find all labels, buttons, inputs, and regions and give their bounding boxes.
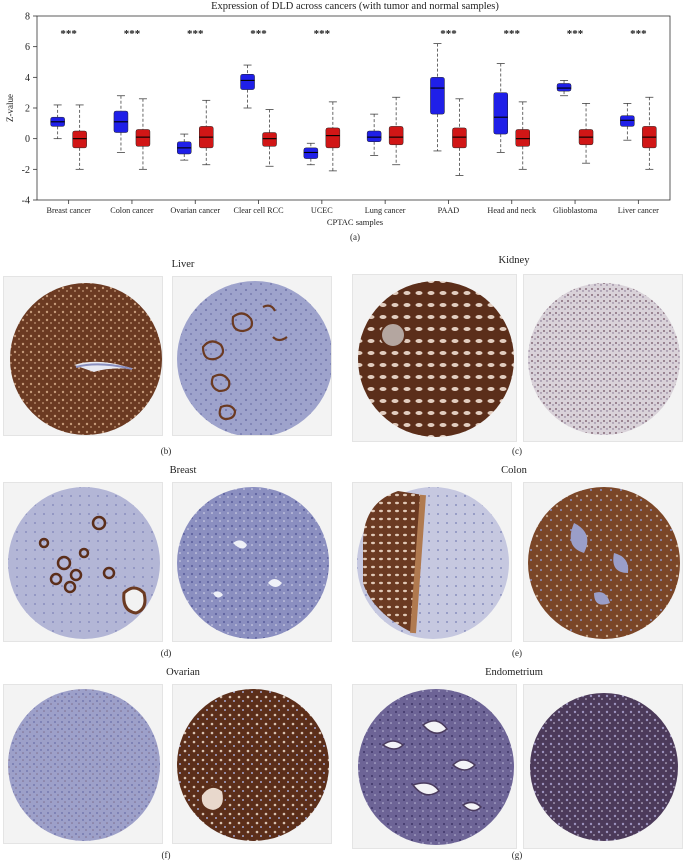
x-tick-label: UCEC: [311, 206, 333, 215]
significance-label: ***: [314, 28, 331, 40]
x-tick-label: Colon cancer: [110, 206, 154, 215]
box-body: [388, 126, 404, 146]
y-tick-label: -4: [22, 196, 30, 207]
box-body: [325, 127, 341, 149]
tissue-title-colon: Colon: [501, 465, 527, 476]
endometrium-tumor-micrograph: [523, 684, 683, 849]
x-tick-label: PAAD: [438, 206, 460, 215]
box-body: [430, 77, 445, 115]
significance-label: ***: [187, 28, 204, 40]
box-body: [240, 74, 255, 90]
ovarian-tumor-micrograph: [172, 684, 332, 844]
significance-label: ***: [60, 28, 77, 40]
tumor-box: [493, 63, 508, 153]
x-tick-label: Lung cancer: [365, 206, 406, 215]
normal-box: [262, 109, 277, 167]
x-tick-label: Liver cancer: [618, 206, 659, 215]
plot-frame: [36, 15, 671, 201]
panel-label-g: (g): [511, 850, 523, 860]
normal-box: [325, 101, 341, 172]
x-tick-label: Clear cell RCC: [234, 206, 285, 215]
tissue-title-kidney: Kidney: [498, 255, 530, 266]
significance-label: ***: [250, 28, 267, 40]
normal-box: [515, 101, 530, 170]
chart-axes: -4 -2 0 2 4 6 8 Breast cancer *** Colon cancer ***…: [22, 12, 671, 215]
tissue-title-breast: Breast: [169, 465, 197, 476]
tissue-title-ovarian: Ovarian: [166, 667, 200, 678]
normal-box: [388, 96, 404, 166]
ovarian-normal-micrograph: [3, 684, 163, 844]
panel-label-e: (e): [512, 648, 522, 658]
breast-tumor-micrograph: [172, 482, 332, 642]
normal-box: [642, 96, 657, 170]
breast-normal-micrograph: [3, 482, 163, 642]
tumor-box: [50, 104, 65, 140]
kidney-tumor-micrograph: [523, 274, 683, 442]
colon-tumor-micrograph: [523, 482, 683, 642]
box-body: [515, 129, 530, 147]
panel-label-c: (c): [512, 446, 522, 456]
tumor-box: [620, 103, 635, 141]
y-tick-label: 2: [25, 104, 30, 115]
y-tick-label: -2: [22, 165, 30, 176]
normal-box: [452, 98, 467, 176]
box-body: [262, 132, 277, 147]
kidney-normal-micrograph: [352, 274, 517, 442]
panel-label-d: (d): [160, 648, 172, 658]
normal-box: [135, 98, 151, 170]
normal-box: [199, 99, 214, 166]
x-tick-label: Breast cancer: [46, 206, 91, 215]
tumor-box: [430, 43, 445, 152]
tumor-box: [556, 80, 572, 97]
tissue-title-endometrium: Endometrium: [485, 667, 543, 678]
liver-normal-micrograph: [3, 276, 163, 436]
box-body: [620, 115, 635, 127]
tumor-box: [177, 133, 192, 161]
chart-boxes: [50, 43, 657, 176]
y-tick-label: 0: [25, 134, 30, 145]
tumor-box: [240, 64, 255, 109]
box-body: [493, 92, 508, 135]
y-axis-label: Z-value: [5, 94, 15, 122]
normal-box: [72, 104, 87, 170]
box-body: [452, 127, 467, 149]
significance-label: ***: [504, 28, 521, 40]
box-body: [72, 130, 87, 149]
x-tick-label: Head and neck: [487, 206, 537, 215]
x-tick-label: Ovarian cancer: [170, 206, 220, 215]
tissue-title-liver: Liver: [171, 259, 195, 270]
chart-title: Expression of DLD across cancers (with t…: [211, 1, 499, 12]
box-body: [366, 130, 382, 142]
y-tick-label: 8: [25, 12, 30, 23]
normal-box: [578, 103, 594, 164]
significance-label: ***: [630, 28, 647, 40]
significance-label: ***: [567, 28, 584, 40]
tumor-box: [366, 113, 382, 156]
panel-label-a: (a): [350, 232, 360, 242]
significance-label: ***: [124, 28, 141, 40]
box-body: [556, 83, 572, 92]
liver-tumor-micrograph: [172, 276, 332, 436]
y-tick-label: 4: [25, 73, 30, 84]
colon-normal-micrograph: [352, 482, 512, 642]
panel-label-b: (b): [160, 446, 172, 456]
y-tick-label: 6: [25, 42, 30, 53]
panel-label-f: (f): [161, 850, 171, 860]
box-body: [135, 129, 151, 147]
x-axis-label: CPTAC samples: [327, 217, 383, 227]
tumor-box: [303, 142, 319, 166]
x-tick-label: Glioblastoma: [553, 206, 597, 215]
endometrium-normal-micrograph: [352, 684, 517, 849]
tumor-box: [113, 95, 129, 153]
box-plot-chart: Expression of DLD across cancers (with t…: [5, 1, 671, 227]
significance-label: ***: [440, 28, 457, 40]
box-body: [303, 147, 319, 159]
